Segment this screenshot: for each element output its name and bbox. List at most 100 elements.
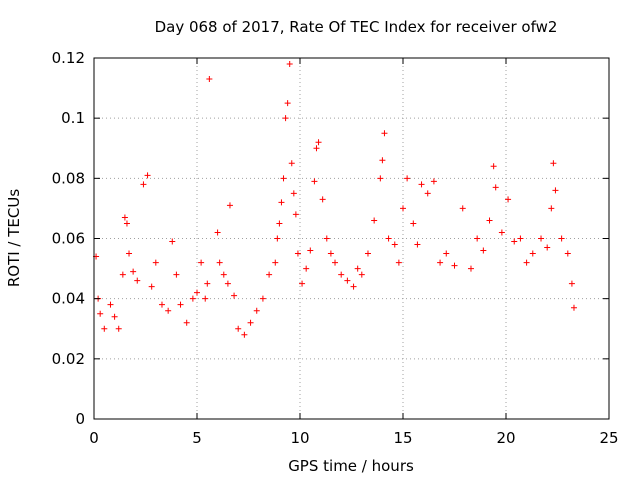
data-point	[338, 271, 345, 278]
data-point	[101, 325, 108, 332]
data-point	[490, 163, 497, 170]
data-point	[299, 280, 306, 287]
data-point	[266, 271, 273, 278]
data-point	[173, 271, 180, 278]
data-point	[288, 160, 295, 167]
data-point	[395, 259, 402, 266]
data-point	[548, 205, 555, 212]
data-point	[189, 295, 196, 302]
data-point	[148, 283, 155, 290]
data-point	[134, 277, 141, 284]
data-point	[204, 280, 211, 287]
data-point	[480, 247, 487, 254]
data-point	[202, 295, 209, 302]
data-point	[115, 325, 122, 332]
data-point	[430, 178, 437, 185]
data-point	[294, 250, 301, 257]
data-point	[552, 187, 559, 194]
data-point	[278, 199, 285, 206]
data-point	[550, 160, 557, 167]
data-point	[284, 100, 291, 107]
data-point	[307, 247, 314, 254]
data-point	[327, 250, 334, 257]
x-tick-label: 15	[393, 429, 412, 447]
data-point	[224, 280, 231, 287]
data-point	[140, 181, 147, 188]
data-point	[319, 196, 326, 203]
data-point	[169, 238, 176, 245]
data-point	[183, 319, 190, 326]
data-point	[313, 145, 320, 152]
data-point	[505, 196, 512, 203]
data-point	[119, 271, 126, 278]
data-point	[315, 139, 322, 146]
data-point	[443, 250, 450, 257]
data-point	[311, 178, 318, 185]
data-point	[486, 217, 493, 224]
data-point	[544, 244, 551, 251]
data-point	[379, 157, 386, 164]
y-tick-label: 0.06	[52, 230, 85, 248]
data-point	[371, 217, 378, 224]
y-tick-labels: 0 0.02 0.04 0.06 0.08 0.1 0.12	[52, 49, 85, 428]
data-point	[323, 235, 330, 242]
data-point	[418, 181, 425, 188]
x-tick-labels: 0 5 10 15 20 25	[89, 429, 618, 447]
data-point	[121, 214, 128, 221]
data-point	[451, 262, 458, 269]
data-point	[235, 325, 242, 332]
data-point	[111, 313, 118, 320]
data-point	[194, 289, 200, 296]
data-point	[214, 229, 221, 236]
data-point	[350, 283, 357, 290]
data-point	[165, 307, 172, 314]
data-point	[226, 202, 233, 209]
data-point	[385, 235, 392, 242]
data-point	[358, 271, 365, 278]
data-point	[424, 190, 431, 197]
data-point	[492, 184, 499, 191]
x-tick-label: 5	[192, 429, 202, 447]
x-tick-label: 0	[89, 429, 99, 447]
data-point	[517, 235, 524, 242]
data-point	[467, 265, 474, 272]
data-point	[130, 268, 137, 275]
data-point	[198, 259, 205, 266]
data-point	[303, 265, 310, 272]
y-tick-label: 0.08	[52, 169, 85, 187]
plot-frame	[93, 57, 610, 420]
data-point	[272, 259, 279, 266]
y-tick-label: 0.02	[52, 350, 85, 368]
data-point	[381, 130, 388, 137]
data-point	[354, 265, 361, 272]
data-point	[282, 115, 289, 122]
data-point	[231, 292, 238, 299]
data-point	[286, 61, 293, 68]
data-point	[414, 241, 421, 248]
x-tick-label: 10	[290, 429, 309, 447]
y-tick-label: 0.04	[52, 290, 85, 308]
data-point	[332, 259, 339, 266]
data-point	[220, 271, 227, 278]
data-point	[206, 76, 213, 83]
grid	[94, 58, 609, 419]
data-point	[107, 301, 114, 308]
data-points	[93, 61, 577, 338]
data-point	[152, 259, 159, 266]
data-point	[558, 235, 565, 242]
data-point	[274, 235, 281, 242]
data-point	[290, 190, 297, 197]
axis-ticks	[93, 57, 610, 420]
data-point	[253, 307, 260, 314]
data-point	[437, 259, 444, 266]
x-tick-label: 20	[496, 429, 515, 447]
data-point	[498, 229, 505, 236]
y-tick-label: 0.1	[61, 109, 85, 127]
data-point	[529, 250, 536, 257]
y-tick-label: 0	[75, 410, 85, 428]
data-point	[216, 259, 223, 266]
data-point	[570, 304, 577, 311]
data-point	[523, 259, 530, 266]
data-point	[404, 175, 411, 182]
